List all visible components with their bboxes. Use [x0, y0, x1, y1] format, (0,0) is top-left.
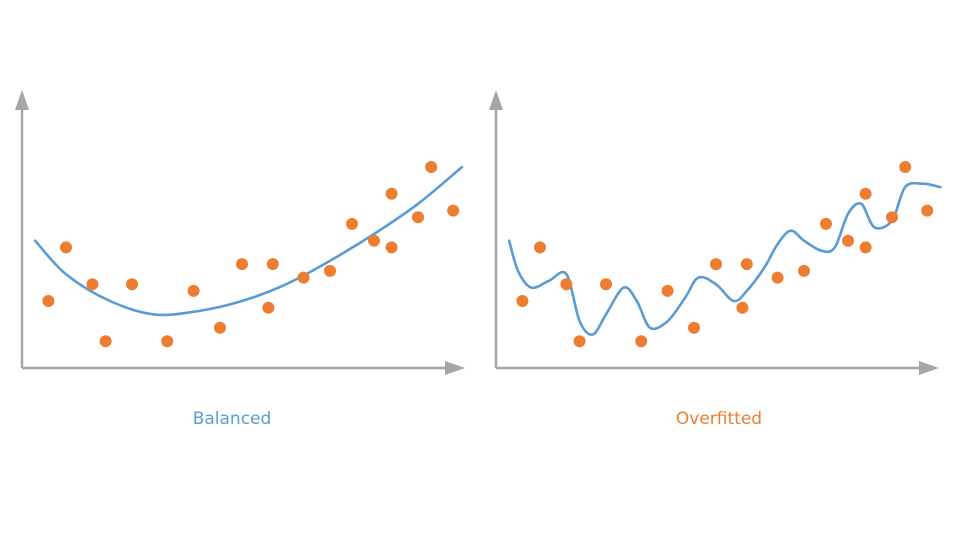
- balanced-data-point-14: [346, 217, 358, 230]
- overfitted-data-point-13: [798, 264, 810, 277]
- overfitted-data-point-8: [688, 321, 700, 334]
- overfitted-data-point-10: [736, 301, 749, 314]
- overfitted-y-axis-arrow: [489, 90, 503, 110]
- balanced-x-axis-arrow: [445, 361, 465, 375]
- overfitted-data-point-16: [859, 187, 872, 200]
- overfitted-panel: Overfitted: [489, 90, 942, 429]
- balanced-data-point-8: [214, 321, 226, 334]
- overfitted-data-point-6: [635, 335, 648, 348]
- overfitted-data-point-2: [534, 241, 546, 254]
- overfitted-fit-line: [507, 181, 942, 336]
- balanced-data-point-4: [99, 335, 112, 348]
- overfitted-data-point-19: [899, 161, 912, 173]
- balanced-data-point-19: [425, 161, 438, 173]
- overfitted-data-point-15: [842, 234, 854, 247]
- balanced-data-point-20: [447, 204, 460, 217]
- balanced-marks: [33, 161, 464, 348]
- overfitted-data-point-17: [859, 241, 872, 254]
- overfitted-data-point-12: [771, 271, 784, 284]
- balanced-data-point-6: [161, 335, 174, 348]
- overfitted-data-point-20: [921, 204, 934, 217]
- balanced-data-point-16: [385, 187, 398, 200]
- balanced-data-point-17: [385, 241, 398, 254]
- balanced-y-axis-arrow: [15, 90, 29, 110]
- balanced-data-point-15: [368, 234, 380, 247]
- overfitted-data-point-3: [560, 278, 573, 291]
- balanced-data-point-9: [236, 258, 248, 271]
- overfitted-data-point-1: [516, 295, 529, 307]
- balanced-data-point-10: [262, 301, 275, 314]
- overfitted-data-point-5: [600, 278, 612, 291]
- overfitted-data-point-14: [820, 217, 832, 230]
- overfitted-data-point-7: [661, 284, 674, 297]
- balanced-data-point-5: [126, 278, 138, 291]
- overfitted-data-point-9: [710, 258, 722, 271]
- overfitted-label: Overfitted: [676, 409, 762, 429]
- balanced-data-point-2: [60, 241, 72, 254]
- balanced-data-point-7: [187, 284, 200, 297]
- balanced-data-point-13: [324, 264, 336, 277]
- balanced-data-point-3: [86, 278, 99, 291]
- balanced-label: Balanced: [193, 409, 272, 429]
- balanced-fit-line: [33, 165, 464, 317]
- overfitted-marks: [507, 161, 942, 348]
- overfitted-data-point-11: [740, 258, 753, 271]
- overfitted-data-point-4: [573, 335, 586, 348]
- overfitted-data-point-18: [886, 211, 898, 224]
- balanced-data-point-11: [266, 258, 279, 271]
- balanced-data-point-12: [297, 271, 310, 284]
- balanced-panel: Balanced: [15, 90, 465, 429]
- balanced-data-point-18: [412, 211, 424, 224]
- overfitted-x-axis-arrow: [919, 361, 939, 375]
- balanced-data-point-1: [42, 295, 55, 307]
